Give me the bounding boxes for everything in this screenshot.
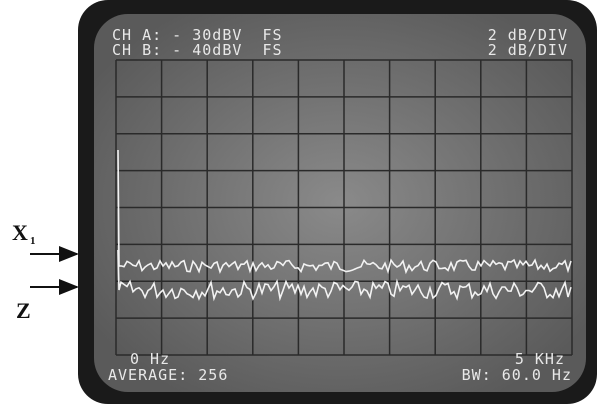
channel-a-scale: 2 dB/DIV xyxy=(488,26,568,44)
traces xyxy=(117,149,572,302)
graticule xyxy=(115,59,573,356)
channel-b-scale: 2 dB/DIV xyxy=(488,41,568,59)
average: AVERAGE: 256 xyxy=(108,366,228,384)
bandwidth: BW: 60.0 Hz xyxy=(462,366,572,384)
screen xyxy=(94,14,586,392)
start-frequency: 0 Hz xyxy=(130,350,170,368)
trace-z xyxy=(117,249,572,302)
channel-b: CH B: - 40dBV FS xyxy=(112,41,283,59)
x-label: X xyxy=(12,220,28,245)
stop-frequency: 5 KHz xyxy=(515,350,565,368)
trace-x1 xyxy=(117,149,572,275)
z-label: Z xyxy=(16,298,31,323)
x-subscript: 1 xyxy=(30,235,36,247)
channel-a: CH A: - 30dBV FS xyxy=(112,26,283,44)
